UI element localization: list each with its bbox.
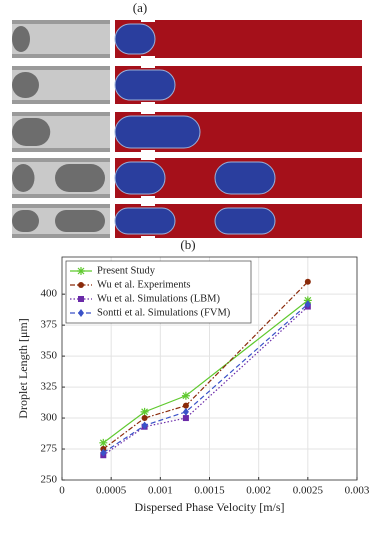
x-tick-label: 0.001 [148,485,173,497]
legend-label: Wu et al. Simulations (LBM) [97,293,220,304]
sim-droplet [214,161,276,195]
legend-label: Wu et al. Experiments [97,279,190,290]
y-tick-label: 250 [41,474,58,486]
notch [141,150,155,154]
chart: 0 0.0005 0.001 0.0015 0.002 0.0025 0.003 250 275… [16,256,370,514]
droplet [12,164,35,192]
series-line [102,299,309,444]
legend-box [65,260,252,324]
notch [141,202,155,206]
sim-droplet [114,115,201,149]
y-tick-label: 375 [41,319,58,331]
notch [141,196,155,200]
series-line [102,281,309,450]
notch [141,102,155,106]
series-line [102,303,309,454]
y-tick-label: 275 [41,443,58,455]
notch [141,64,155,68]
marker [304,278,311,285]
sim-droplet [114,161,166,195]
droplet [12,26,30,52]
plot-frame [61,256,358,481]
simulation [115,20,362,58]
image-panels [12,18,362,240]
notch [141,110,155,114]
droplet [55,210,105,232]
marker [99,438,108,447]
marker [140,407,149,416]
marker [182,415,189,422]
y-tick-label: 350 [41,350,58,362]
legend-marker [78,296,84,302]
x-axis-label: Dispersed Phase Velocity [m/s] [134,500,284,514]
notch [141,156,155,160]
y-tick-label: 300 [41,412,58,424]
x-tick-label: 0.003 [345,485,370,497]
x-tick-label: 0.0015 [194,485,225,497]
x-tick-label: 0 [59,485,65,497]
sim-droplet [114,207,176,235]
droplet [12,210,39,232]
marker [182,402,189,409]
droplet [55,164,105,192]
x-tick-label: 0.0005 [96,485,127,497]
legend-label: Present Study [97,265,156,276]
droplet [12,72,39,98]
sim-droplet [114,69,176,101]
notch [141,236,155,240]
marker [141,415,148,422]
x-tick-label: 0.0025 [293,485,324,497]
legend-marker [77,267,85,275]
y-axis-label: Droplet Length [μm] [16,318,30,418]
marker [100,448,107,457]
marker [304,300,311,309]
marker [141,421,148,430]
x-tick-label: 0.002 [246,485,271,497]
notch [141,18,155,22]
series-line [102,306,309,456]
legend-marker [78,282,84,288]
legend-marker [78,309,84,317]
y-tick-label: 325 [41,381,58,393]
notch [141,56,155,60]
sim-droplet [114,23,156,55]
sim-droplet [214,207,276,235]
legend-label: Sontti et al. Simulations (FVM) [97,307,231,318]
droplet [12,118,51,146]
panel-label: (a) [133,0,147,15]
marker [181,391,190,400]
marker [182,407,189,416]
panel-label: (b) [180,237,195,252]
y-tick-label: 400 [41,288,58,300]
